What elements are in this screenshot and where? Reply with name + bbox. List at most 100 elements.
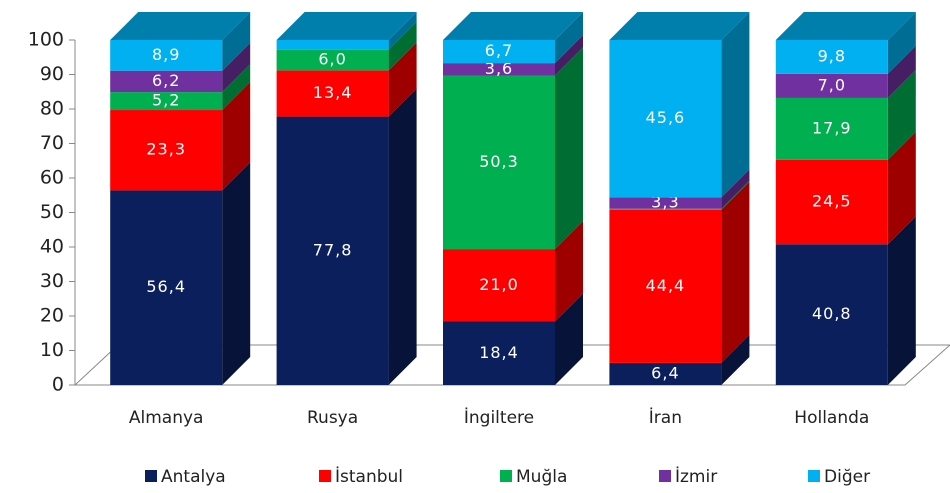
bar-segment bbox=[609, 40, 722, 198]
y-tick-label: 20 bbox=[40, 305, 64, 327]
bar-segment bbox=[443, 75, 555, 250]
bar-side bbox=[555, 35, 583, 76]
bar-top bbox=[775, 12, 916, 40]
bar-side bbox=[222, 12, 251, 71]
bar-side bbox=[721, 169, 750, 209]
legend-marker bbox=[808, 470, 820, 482]
bar-segment bbox=[443, 40, 555, 64]
value-label: 44,4 bbox=[646, 276, 686, 295]
bar-side bbox=[721, 334, 750, 385]
bar-segment bbox=[609, 208, 722, 210]
bar-segment bbox=[276, 70, 389, 117]
bar-segment bbox=[609, 197, 722, 209]
bar-segment bbox=[609, 209, 722, 363]
bar-segment bbox=[775, 73, 888, 98]
bar-side bbox=[388, 42, 417, 117]
legend-marker bbox=[659, 470, 671, 482]
bar-side bbox=[555, 12, 583, 64]
bar-top bbox=[276, 12, 417, 40]
bar-side bbox=[388, 88, 417, 385]
value-label: 8,9 bbox=[152, 45, 180, 64]
y-tick-label: 0 bbox=[52, 374, 64, 396]
bar-side bbox=[388, 12, 417, 50]
legend-label: Muğla bbox=[516, 467, 567, 487]
bar-segment bbox=[110, 70, 223, 93]
bar-side bbox=[555, 293, 583, 385]
bar-side bbox=[555, 47, 583, 250]
legend-label: Antalya bbox=[161, 467, 226, 487]
value-label: 21,0 bbox=[479, 275, 519, 294]
value-label: 18,4 bbox=[479, 343, 519, 362]
y-tick-label: 70 bbox=[40, 132, 64, 154]
value-label: 45,6 bbox=[646, 108, 686, 127]
bar-side bbox=[222, 64, 251, 111]
value-label: 6,2 bbox=[152, 71, 180, 90]
legend-label: İzmir bbox=[675, 466, 717, 487]
bar-side bbox=[555, 221, 583, 322]
bar-side bbox=[222, 82, 251, 191]
y-tick-label: 10 bbox=[40, 339, 64, 361]
legend-marker bbox=[145, 470, 157, 482]
bar-side bbox=[887, 69, 916, 160]
bar-side bbox=[222, 162, 251, 385]
value-label: 17,9 bbox=[812, 118, 852, 137]
value-label: 77,8 bbox=[313, 240, 353, 259]
bar-side bbox=[887, 12, 916, 74]
x-tick-label: Rusya bbox=[307, 408, 358, 428]
bar-side bbox=[887, 216, 916, 385]
legend-marker bbox=[500, 470, 512, 482]
legend-label: Diğer bbox=[824, 467, 870, 487]
bar-top bbox=[609, 12, 750, 40]
x-tick-label: Almanya bbox=[129, 408, 204, 428]
x-tick-label: İran bbox=[649, 407, 682, 428]
x-tick-label: İngiltere bbox=[464, 407, 534, 428]
y-tick-label: 90 bbox=[40, 63, 64, 85]
y-tick-label: 60 bbox=[40, 167, 64, 189]
bar-side bbox=[721, 181, 750, 363]
y-tick-label: 100 bbox=[28, 29, 64, 51]
x-tick-label: Hollanda bbox=[794, 408, 869, 428]
bar-segment bbox=[443, 321, 555, 385]
y-tick-label: 50 bbox=[40, 201, 64, 223]
bar-segment bbox=[775, 97, 888, 160]
bar-segment bbox=[443, 249, 555, 322]
legend-label: İstanbul bbox=[335, 466, 403, 487]
bar-segment bbox=[276, 49, 389, 71]
value-label: 3,6 bbox=[485, 59, 513, 78]
value-label: 40,8 bbox=[812, 304, 852, 323]
bar-side bbox=[721, 12, 750, 198]
bar-side bbox=[887, 45, 916, 98]
value-label: 7,0 bbox=[818, 75, 846, 94]
bar-segment bbox=[110, 110, 223, 191]
value-label: 50,3 bbox=[479, 152, 519, 171]
y-tick-label: 80 bbox=[40, 98, 64, 120]
bar-side bbox=[721, 180, 750, 210]
value-label: 56,4 bbox=[146, 277, 186, 296]
y-tick-label: 30 bbox=[40, 270, 64, 292]
bar-segment bbox=[276, 40, 389, 50]
value-label: 6,4 bbox=[651, 363, 679, 382]
bar-top bbox=[443, 12, 583, 40]
value-label: 6,0 bbox=[318, 50, 346, 69]
bar-side bbox=[222, 42, 251, 93]
value-label: 24,5 bbox=[812, 191, 852, 210]
bar-segment bbox=[775, 244, 888, 385]
y-tick-label: 40 bbox=[40, 236, 64, 258]
value-label: 13,4 bbox=[313, 83, 353, 102]
bar-segment bbox=[276, 116, 389, 385]
bar-segment bbox=[443, 63, 555, 76]
bar-segment bbox=[110, 92, 223, 111]
bar-segment bbox=[110, 190, 223, 385]
value-label: 5,2 bbox=[152, 91, 180, 110]
bar-segment bbox=[609, 362, 722, 385]
value-label: 23,3 bbox=[146, 140, 186, 159]
bar-segment bbox=[775, 40, 888, 74]
legend-marker bbox=[319, 470, 331, 482]
value-label: 9,8 bbox=[818, 46, 846, 65]
bar-segment bbox=[775, 159, 888, 245]
bar-top bbox=[110, 12, 251, 40]
bar-side bbox=[887, 131, 916, 245]
bar-side bbox=[388, 21, 417, 71]
value-label: 6,7 bbox=[485, 41, 513, 60]
